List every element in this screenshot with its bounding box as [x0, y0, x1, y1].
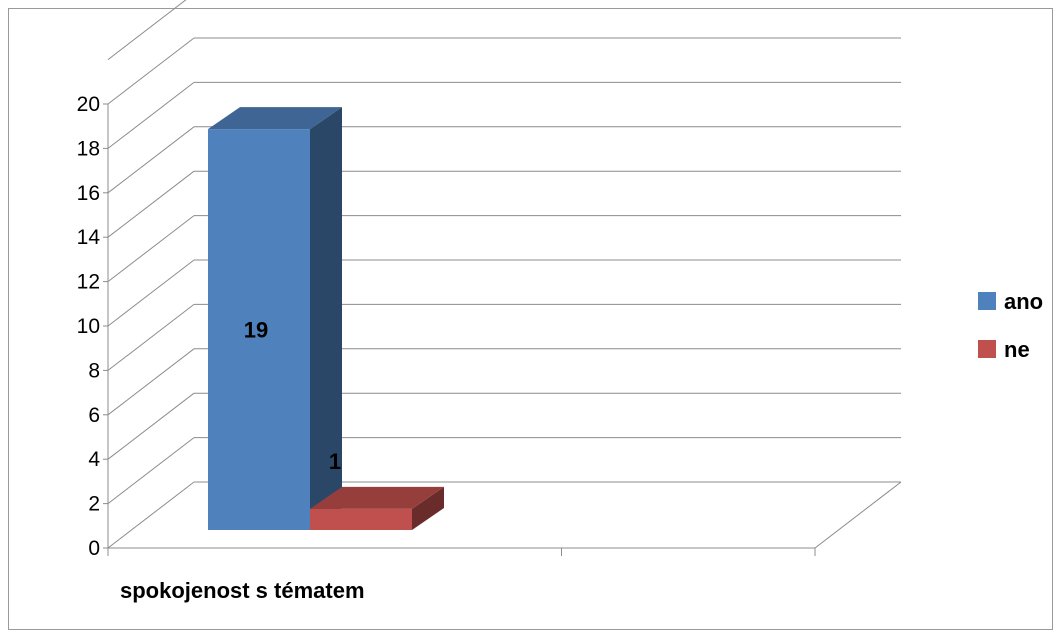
data-label-ne: 1 [329, 449, 341, 474]
bar-front-ano [208, 129, 310, 530]
bars [208, 107, 444, 530]
bar-front-ne [310, 508, 412, 530]
legend-item-ano: ano [978, 289, 1043, 314]
y-tick-label: 10 [77, 315, 100, 338]
category-labels: spokojenost s tématem [120, 578, 365, 603]
bar-side-ne [412, 486, 444, 530]
gridline-side [107, 304, 195, 371]
y-axis-ticks: 0 2 4 6 8 10 12 14 16 18 20 [77, 93, 109, 560]
y-tick-label: 18 [77, 137, 100, 160]
y-tick-label: 12 [77, 271, 100, 294]
y-tick-label: 20 [77, 93, 100, 116]
gridline-side [107, 392, 195, 460]
bar-top-ne [310, 486, 444, 509]
gridline-side [107, 170, 195, 238]
chart-area [8, 8, 1053, 630]
gridline-side [107, 348, 195, 416]
y-tick-label: 16 [77, 182, 100, 205]
category-label: spokojenost s tématem [120, 578, 365, 603]
bar-ne [310, 486, 444, 530]
legend-swatch-ano [978, 292, 996, 310]
bar-side-ano [310, 107, 342, 530]
gridline-side [107, 215, 195, 282]
legend: ano ne [978, 289, 1043, 362]
y-tick-label: 2 [88, 493, 100, 516]
legend-label-ne: ne [1004, 337, 1030, 362]
gridline-side [107, 259, 195, 327]
bar-ano [208, 107, 342, 530]
bar-top-ano [208, 107, 342, 130]
y-tick-label: 14 [77, 226, 101, 249]
y-tick-label: 6 [88, 404, 100, 427]
y-tick-label: 8 [88, 359, 100, 382]
legend-swatch-ne [978, 340, 996, 358]
chart-walls [107, 481, 902, 556]
gridline-side [107, 126, 195, 194]
data-labels: 19 1 [244, 318, 341, 474]
gridline-side [107, 37, 195, 105]
legend-label-ano: ano [1004, 289, 1043, 314]
gridline-side [107, 82, 195, 149]
gridline-side-top [107, 0, 187, 60]
gridline-side [107, 481, 195, 549]
y-tick-label: 0 [88, 537, 100, 560]
y-tick-label: 4 [88, 448, 100, 471]
gridline-side [107, 437, 195, 504]
data-label-ano: 19 [244, 318, 268, 343]
legend-item-ne: ne [978, 337, 1030, 362]
